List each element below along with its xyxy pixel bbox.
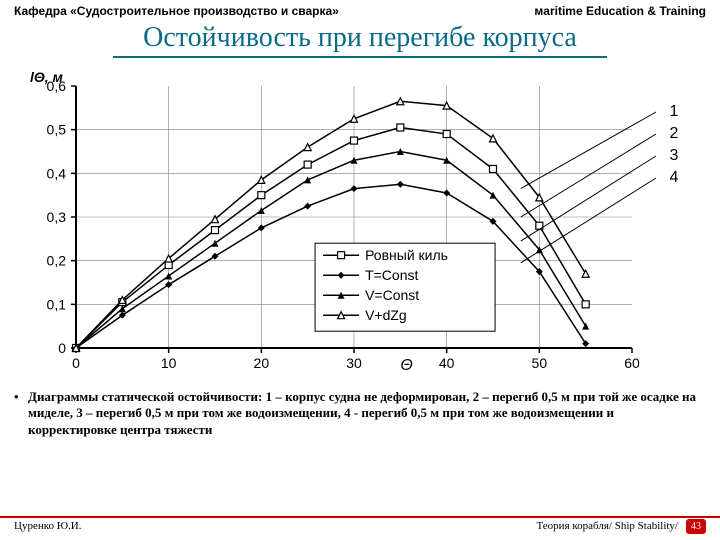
svg-text:1: 1	[670, 103, 679, 120]
stability-chart: lΘ, м010203040506000,10,20,30,40,50,6Θ12…	[14, 68, 706, 383]
page-number: 43	[686, 519, 706, 534]
dept-label: Кафедра «Судостроительное производство и…	[14, 4, 339, 18]
svg-text:2: 2	[670, 125, 679, 142]
svg-text:4: 4	[670, 169, 679, 186]
svg-text:20: 20	[254, 355, 270, 371]
svg-text:30: 30	[346, 355, 362, 371]
svg-text:10: 10	[161, 355, 177, 371]
svg-text:0,5: 0,5	[47, 122, 67, 138]
author: Цуренко Ю.И.	[14, 520, 82, 532]
svg-text:0: 0	[58, 340, 66, 356]
svg-text:0,6: 0,6	[47, 78, 67, 94]
brand-label: мaritime Education & Training	[534, 4, 706, 18]
caption-text: Диаграммы статической остойчивости: 1 – …	[28, 389, 696, 437]
svg-text:Ровный киль: Ровный киль	[365, 247, 448, 263]
svg-text:Θ: Θ	[400, 357, 412, 374]
footer-divider	[0, 516, 720, 518]
svg-text:0,2: 0,2	[47, 253, 67, 269]
svg-text:0: 0	[72, 355, 80, 371]
svg-text:V=Const: V=Const	[365, 287, 419, 303]
svg-text:0,4: 0,4	[47, 165, 67, 181]
svg-text:V+dZg: V+dZg	[365, 307, 407, 323]
course: Теория корабля/ Ship Stability/	[537, 520, 679, 532]
svg-text:60: 60	[624, 355, 640, 371]
svg-text:0,3: 0,3	[47, 209, 67, 225]
svg-text:T=Const: T=Const	[365, 267, 418, 283]
svg-text:3: 3	[670, 147, 679, 164]
svg-text:40: 40	[439, 355, 455, 371]
svg-text:0,1: 0,1	[47, 296, 67, 312]
caption: • Диаграммы статической остойчивости: 1 …	[0, 383, 720, 438]
page-title: Остойчивость при перегибе корпуса	[113, 20, 607, 58]
svg-text:50: 50	[532, 355, 548, 371]
